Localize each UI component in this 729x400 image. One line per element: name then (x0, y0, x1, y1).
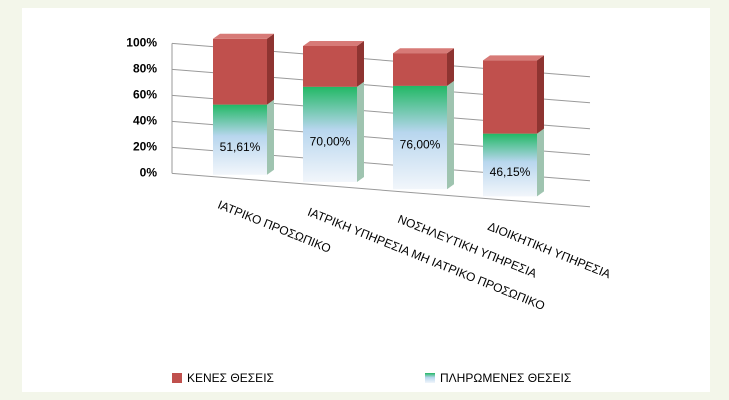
bar-side (537, 128, 544, 197)
y-tick-label: 80% (133, 62, 157, 76)
legend-swatch (425, 373, 435, 383)
value-label: 70,00% (310, 135, 351, 149)
value-label: 46,15% (490, 165, 531, 179)
legend-label: ΠΛΗΡΩΜΕΝΕΣ ΘΕΣΕΙΣ (440, 371, 571, 385)
bar (393, 53, 447, 86)
bar (393, 85, 447, 190)
bar-side (267, 99, 274, 175)
bar-side (537, 55, 544, 134)
bar (303, 86, 357, 182)
y-tick-label: 40% (133, 114, 157, 128)
bar-top (303, 41, 364, 46)
bar (483, 60, 537, 134)
bar-side (447, 48, 454, 86)
value-label: 51,61% (220, 140, 261, 154)
legend-swatch (172, 373, 182, 383)
bar (483, 133, 537, 197)
bar-top (213, 33, 274, 39)
y-tick-label: 60% (133, 88, 157, 102)
bar (213, 38, 267, 105)
grid-line (171, 172, 591, 208)
bar (213, 104, 267, 175)
bar-side (357, 81, 364, 182)
bar-side (357, 41, 364, 87)
bar-top (393, 48, 454, 54)
bar (303, 46, 357, 87)
y-tick-label: 100% (126, 36, 157, 50)
bar-side (267, 33, 274, 105)
y-tick-label: 20% (133, 140, 157, 154)
panel (22, 8, 710, 392)
y-tick-label: 0% (140, 166, 158, 180)
value-label: 76,00% (400, 138, 441, 152)
bar-top (483, 55, 544, 61)
bar-side (447, 80, 454, 190)
legend-label: ΚΕΝΕΣ ΘΕΣΕΙΣ (187, 371, 274, 385)
